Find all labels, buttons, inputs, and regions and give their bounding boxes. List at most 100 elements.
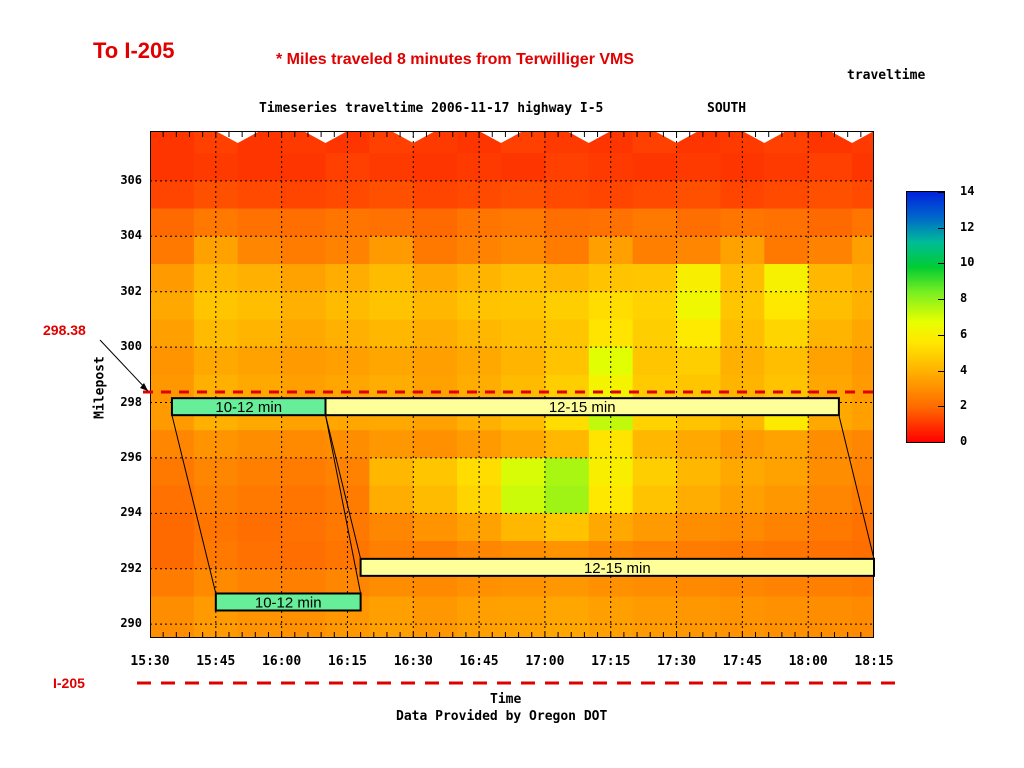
heatmap-cell (501, 430, 546, 459)
heatmap-cell (720, 374, 765, 404)
heatmap-cell (632, 208, 678, 237)
heatmap-cell (544, 485, 590, 514)
heatmap-cell (676, 513, 721, 542)
heatmap-cell (413, 319, 458, 348)
heatmap-cell (281, 374, 327, 404)
heatmap-cell (544, 291, 590, 320)
heatmap-cell (720, 236, 765, 265)
x-tick-label: 16:30 (393, 654, 433, 669)
colorbar-tick-mark (938, 192, 944, 193)
heatmap-cell (632, 457, 678, 487)
x-tick-label: 17:30 (656, 654, 697, 669)
y-tick-label: 302 (120, 283, 142, 298)
heatmap-cell (413, 485, 458, 514)
heatmap-cell (457, 319, 502, 348)
heatmap-cell (852, 596, 874, 638)
heatmap-cell (676, 374, 721, 404)
top-notch (742, 131, 787, 143)
heatmap-cell (632, 153, 678, 182)
chart-direction: SOUTH (707, 101, 747, 116)
heatmap-cell (632, 374, 678, 404)
heatmap-cell (413, 402, 458, 431)
heatmap-cell (237, 347, 283, 376)
heatmap-cell (237, 485, 283, 514)
colorbar-tick-mark (938, 406, 944, 408)
heatmap-cell (632, 263, 678, 293)
y-tick-label: 296 (120, 449, 142, 464)
heatmap-cell (676, 263, 721, 293)
heatmap-cell (632, 541, 678, 570)
heatmap-cell (588, 319, 634, 348)
heatmap-cell (676, 236, 721, 265)
heatmap-cell (237, 596, 283, 638)
heatmap-cell (150, 596, 195, 638)
heatmap-cell (676, 457, 721, 487)
heatmap-cell (501, 319, 546, 348)
heatmap-cell (369, 402, 414, 431)
heatmap-cell (544, 180, 590, 210)
heatmap-cell (501, 374, 546, 404)
heatmap-cell (501, 236, 546, 265)
heatmap-cell (764, 430, 809, 459)
colorbar-tick-label: 4 (960, 362, 968, 377)
heatmap-cell (676, 208, 721, 237)
heatmap-cell (808, 596, 853, 638)
heatmap-cell (544, 402, 590, 431)
heatmap-cell (808, 153, 853, 182)
heatmap-cell (369, 513, 414, 542)
colorbar-tick-mark (938, 263, 944, 265)
heatmap-cell (413, 153, 458, 182)
heatmap-cell (852, 374, 874, 404)
heatmap-cell (150, 430, 195, 459)
heatmap-cell (413, 180, 458, 210)
heatmap-cell (193, 485, 239, 514)
heatmap-cell (544, 513, 590, 542)
heatmap-cell (457, 430, 502, 459)
chart-title: Timeseries traveltime 2006-11-17 highway… (259, 101, 604, 116)
heatmap-cell (369, 236, 414, 265)
heatmap-cell (544, 263, 590, 293)
marker-label: 298.38 (43, 322, 86, 338)
heatmap-cell (413, 347, 458, 376)
heatmap-cell (281, 319, 327, 348)
heatmap-cell (544, 347, 590, 376)
x-tick-label: 17:15 (591, 654, 631, 669)
heatmap-cell (808, 541, 853, 570)
colorbar-tick-label: 14 (960, 184, 975, 198)
heatmap-cell (632, 236, 678, 265)
heatmap-cell (193, 180, 239, 210)
heatmap-cell (413, 596, 458, 638)
x-tick-label: 17:45 (722, 654, 762, 669)
heatmap-cell (588, 541, 634, 570)
heatmap-cell (237, 263, 283, 293)
heatmap-cell (764, 153, 809, 182)
y-axis-label: Milepost (92, 356, 108, 419)
heatmap-cell (676, 596, 721, 638)
heatmap-cell (852, 485, 874, 514)
heatmap-cell (369, 208, 414, 237)
heatmap-cell (325, 485, 370, 514)
heatmap-cell (501, 347, 546, 376)
heatmap-cell (501, 457, 546, 487)
heatmap-cell (808, 402, 853, 431)
heatmap-cell (237, 541, 283, 570)
heatmap-cell (852, 291, 874, 320)
heatmap-cell (501, 208, 546, 237)
heatmap-cell (150, 485, 195, 514)
heatmap-cell (501, 596, 546, 638)
heatmap-cell (413, 430, 458, 459)
heatmap-cell (808, 347, 853, 376)
heatmap-cell (632, 319, 678, 348)
heatmap-cell (237, 568, 283, 597)
heatmap-cell (281, 208, 327, 237)
heatmap-cell (281, 568, 327, 597)
heatmap-cell (501, 263, 546, 293)
y-tick-label: 290 (120, 616, 142, 631)
heatmap-cell (150, 153, 195, 182)
heatmap-cell (369, 319, 414, 348)
heatmap-cell (588, 485, 634, 514)
heatmap-cell (369, 457, 414, 487)
heatmap-cell (281, 485, 327, 514)
heatmap-cell (808, 457, 853, 487)
top-notch (215, 131, 260, 143)
